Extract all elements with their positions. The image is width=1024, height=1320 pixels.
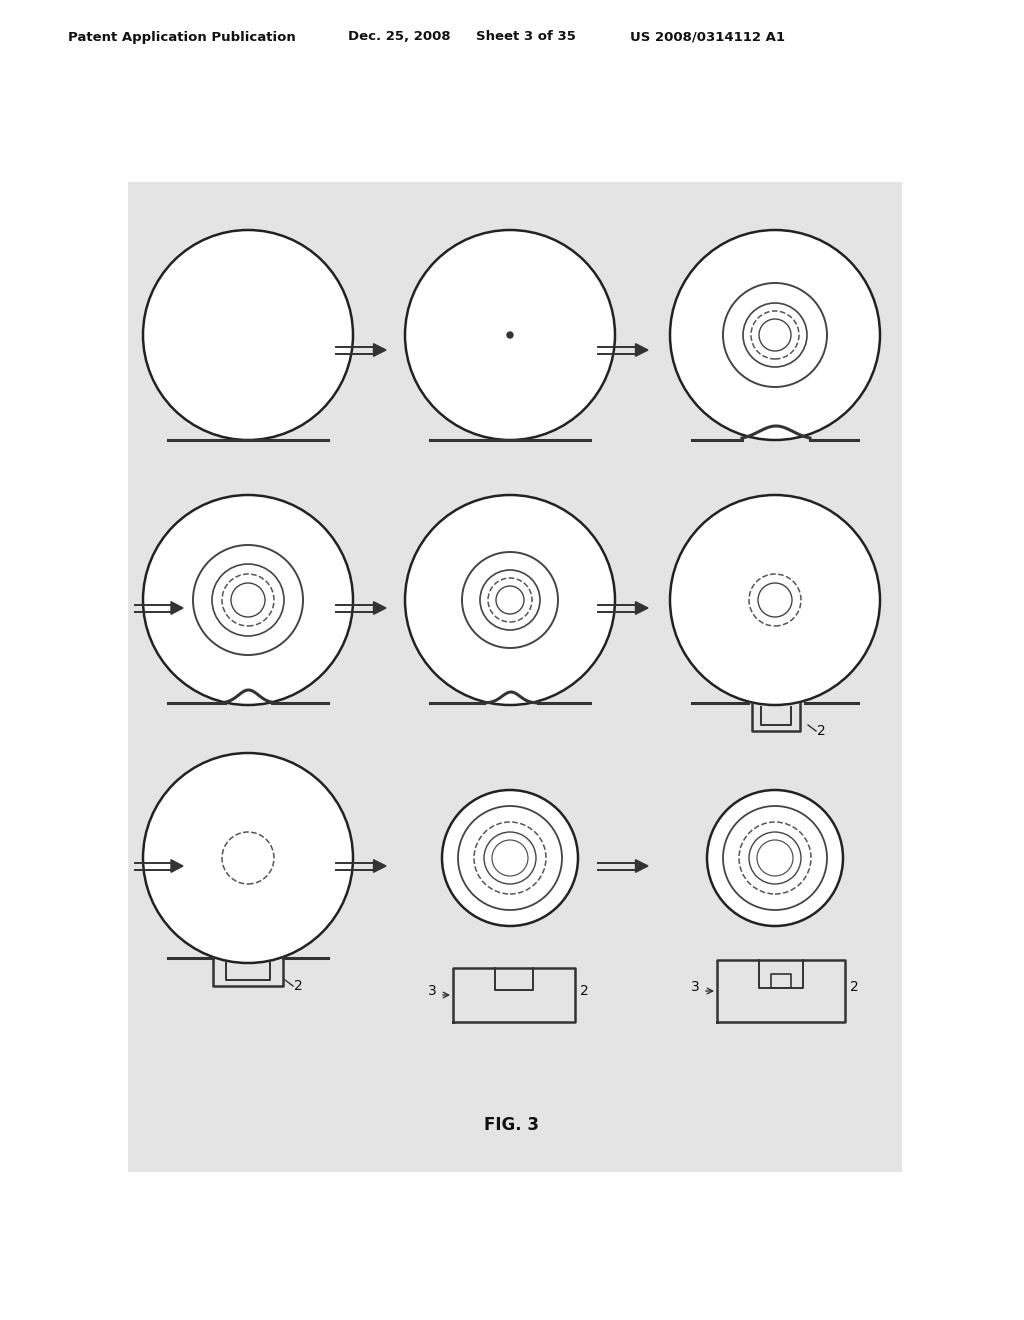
- Text: 2: 2: [817, 723, 825, 738]
- Circle shape: [406, 230, 615, 440]
- Circle shape: [507, 333, 513, 338]
- Circle shape: [143, 752, 353, 964]
- Text: 2: 2: [294, 979, 303, 993]
- Circle shape: [757, 840, 793, 876]
- Text: US 2008/0314112 A1: US 2008/0314112 A1: [630, 30, 785, 44]
- Circle shape: [749, 832, 801, 884]
- Text: FIG. 3: FIG. 3: [484, 1115, 540, 1134]
- Circle shape: [442, 789, 578, 927]
- Circle shape: [758, 583, 792, 616]
- Polygon shape: [636, 602, 648, 614]
- Text: Sheet 3 of 35: Sheet 3 of 35: [476, 30, 575, 44]
- Circle shape: [458, 807, 562, 909]
- Circle shape: [231, 583, 265, 616]
- Circle shape: [723, 807, 827, 909]
- Text: 3: 3: [428, 983, 437, 998]
- Circle shape: [488, 578, 532, 622]
- Text: 2: 2: [850, 979, 859, 994]
- Text: 3: 3: [691, 979, 700, 994]
- Text: Patent Application Publication: Patent Application Publication: [68, 30, 296, 44]
- Circle shape: [143, 495, 353, 705]
- Circle shape: [212, 564, 284, 636]
- Circle shape: [743, 304, 807, 367]
- Polygon shape: [171, 602, 183, 614]
- Polygon shape: [171, 859, 183, 873]
- Circle shape: [751, 312, 799, 359]
- Circle shape: [749, 574, 801, 626]
- Circle shape: [759, 319, 791, 351]
- Circle shape: [484, 832, 536, 884]
- Circle shape: [480, 570, 540, 630]
- Polygon shape: [374, 859, 386, 873]
- Circle shape: [193, 545, 303, 655]
- Circle shape: [222, 832, 274, 884]
- Circle shape: [222, 574, 274, 626]
- Text: Dec. 25, 2008: Dec. 25, 2008: [348, 30, 451, 44]
- Circle shape: [670, 495, 880, 705]
- Polygon shape: [374, 343, 386, 356]
- Circle shape: [462, 552, 558, 648]
- Circle shape: [707, 789, 843, 927]
- Circle shape: [496, 586, 524, 614]
- Bar: [128, 182, 902, 1172]
- Text: 2: 2: [580, 983, 589, 998]
- Circle shape: [406, 495, 615, 705]
- Polygon shape: [636, 859, 648, 873]
- Polygon shape: [636, 343, 648, 356]
- Circle shape: [492, 840, 528, 876]
- Circle shape: [739, 822, 811, 894]
- Circle shape: [670, 230, 880, 440]
- Circle shape: [723, 282, 827, 387]
- Circle shape: [143, 230, 353, 440]
- Circle shape: [474, 822, 546, 894]
- Polygon shape: [374, 602, 386, 614]
